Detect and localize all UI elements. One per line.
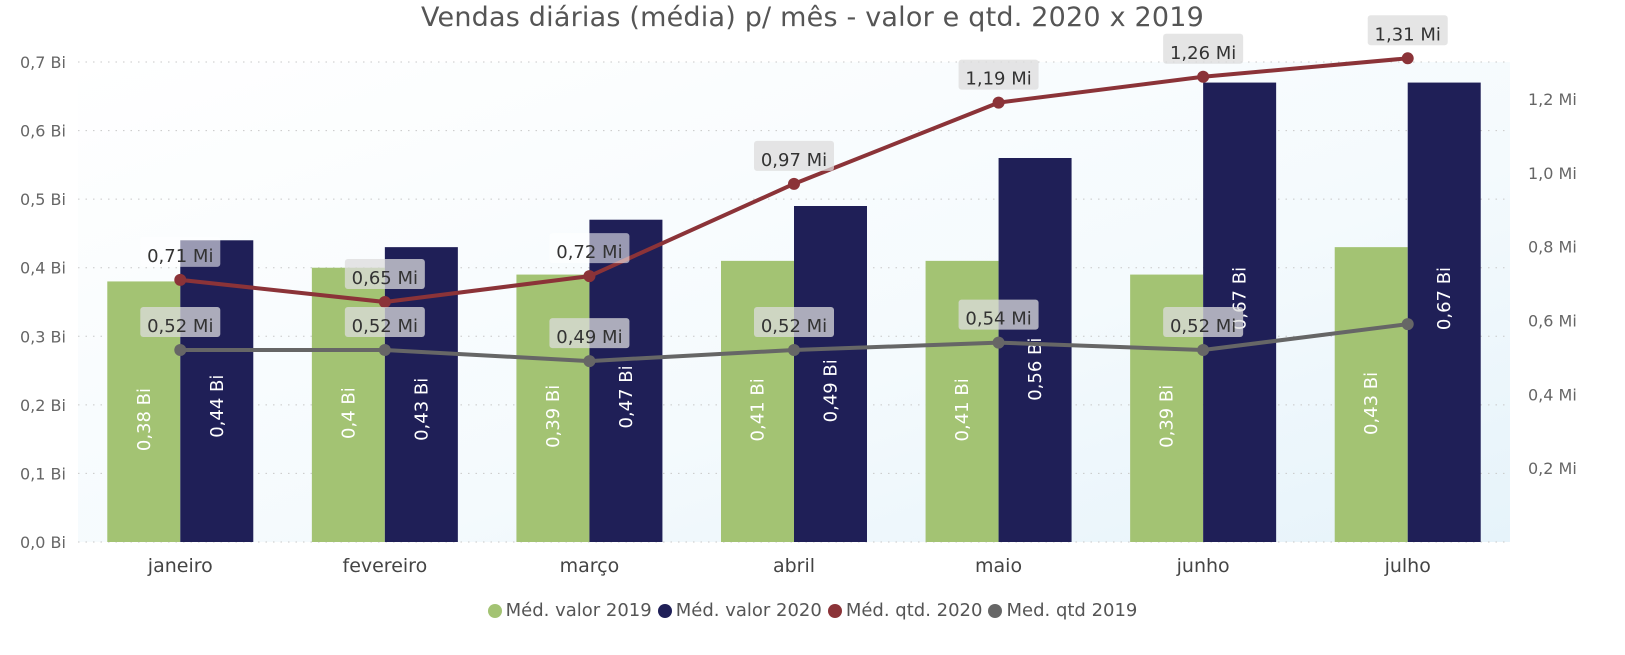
line-point — [788, 177, 800, 190]
line-data-label: 0,72 Mi — [556, 242, 622, 263]
line-data-label: 0,97 Mi — [761, 150, 827, 171]
line-point — [583, 355, 596, 368]
line-label-box — [344, 307, 425, 337]
x-tick-label: março — [560, 555, 620, 577]
y-left-tick-label: 0,2 Bi — [20, 396, 66, 415]
y-left-tick-label: 0,1 Bi — [20, 464, 66, 483]
line-point — [174, 273, 187, 286]
legend-item-valor-2020[interactable]: Méd. valor 2020 — [657, 600, 822, 621]
line-data-label: 1,26 Mi — [1170, 43, 1236, 64]
line-label-box — [754, 140, 834, 171]
bar-valor-2020 — [589, 219, 663, 542]
line-label-box — [549, 233, 630, 264]
legend-item-qtd-2019[interactable]: Med. qtd 2019 — [988, 600, 1137, 621]
legend-marker-valor-2019 — [487, 603, 502, 618]
line-label-box — [549, 318, 630, 349]
bar-data-label: 0,43 Bi — [411, 378, 432, 441]
legend-marker-qtd-2019 — [988, 603, 1003, 618]
line-point — [992, 336, 1005, 349]
line-data-label: 1,31 Mi — [1375, 24, 1441, 45]
line-point — [378, 344, 391, 356]
y-right-tick-label: 0,8 Mi — [1528, 238, 1577, 257]
y-right-tick-label: 1,2 Mi — [1528, 90, 1577, 109]
bar-data-label: 0,39 Bi — [1157, 385, 1178, 448]
line-point — [1401, 52, 1414, 65]
line-label-box — [1163, 307, 1244, 337]
line-label-box — [140, 307, 221, 337]
bar-valor-2020 — [794, 206, 867, 542]
line-label-box — [140, 236, 221, 267]
line-data-label: 0,52 Mi — [761, 316, 827, 337]
line-point — [992, 96, 1005, 109]
x-tick-label: maio — [975, 555, 1022, 577]
bar-data-label: 0,56 Bi — [1025, 338, 1046, 401]
y-left-tick-label: 0,0 Bi — [20, 533, 66, 552]
line-point — [1197, 70, 1210, 83]
chart-title: Vendas diárias (média) p/ mês - valor e … — [420, 2, 1205, 33]
legend-label-valor-2020: Méd. valor 2020 — [675, 600, 822, 621]
line-label-box — [1367, 15, 1448, 46]
legend-marker-valor-2020 — [657, 603, 672, 618]
bar-data-label: 0,41 Bi — [952, 378, 973, 441]
bar-data-label: 0,44 Bi — [207, 375, 228, 438]
legend-marker-qtd-2020 — [827, 603, 842, 618]
line-point — [788, 344, 800, 356]
x-tick-label: janeiro — [147, 555, 213, 577]
bar-valor-2019 — [1334, 247, 1408, 542]
bar-valor-2020 — [998, 158, 1072, 542]
bar-data-label: 0,49 Bi — [821, 359, 842, 422]
bar-data-label: 0,43 Bi — [1361, 372, 1382, 435]
line-point — [1401, 318, 1414, 331]
line-label-box — [344, 259, 425, 289]
y-right-tick-label: 1,0 Mi — [1528, 164, 1577, 183]
bar-data-label: 0,67 Bi — [1434, 267, 1455, 330]
legend: Méd. valor 2019 Méd. valor 2020 Méd. qtd… — [0, 600, 1625, 621]
line-data-label: 0,52 Mi — [1170, 316, 1236, 337]
bar-valor-2020 — [1407, 82, 1481, 543]
line-data-label: 0,52 Mi — [352, 316, 418, 337]
line-data-label: 0,71 Mi — [147, 246, 213, 267]
line-point — [174, 344, 187, 356]
line-point — [378, 296, 391, 308]
legend-label-qtd-2020: Méd. qtd. 2020 — [845, 600, 983, 621]
bar-data-label: 0,47 Bi — [616, 365, 637, 428]
y-left-tick-label: 0,4 Bi — [20, 259, 66, 278]
legend-item-qtd-2020[interactable]: Méd. qtd. 2020 — [827, 600, 983, 621]
legend-label-qtd-2019: Med. qtd 2019 — [1006, 600, 1138, 621]
line-data-label: 0,54 Mi — [965, 309, 1031, 330]
line-data-label: 1,19 Mi — [965, 69, 1031, 90]
line-data-label: 0,65 Mi — [352, 268, 418, 289]
x-tick-label: julho — [1384, 555, 1431, 577]
bar-data-label: 0,41 Bi — [748, 378, 769, 441]
y-left-tick-label: 0,6 Bi — [20, 122, 66, 141]
bar-data-label: 0,4 Bi — [338, 387, 359, 439]
bar-data-label: 0,39 Bi — [543, 385, 564, 448]
line-data-label: 0,52 Mi — [147, 316, 213, 337]
y-left-tick-label: 0,5 Bi — [20, 190, 66, 209]
line-label-box — [958, 299, 1039, 330]
bar-data-label: 0,38 Bi — [134, 388, 155, 451]
legend-item-valor-2019[interactable]: Méd. valor 2019 — [487, 600, 652, 621]
line-label-box — [958, 59, 1039, 90]
x-tick-label: abril — [773, 555, 815, 577]
y-right-tick-label: 0,4 Mi — [1528, 385, 1577, 404]
line-point — [583, 270, 596, 283]
y-left-tick-label: 0,7 Bi — [20, 53, 66, 72]
line-point — [1197, 344, 1210, 356]
legend-label-valor-2019: Méd. valor 2019 — [505, 600, 652, 621]
y-right-tick-label: 0,2 Mi — [1528, 459, 1577, 478]
line-data-label: 0,49 Mi — [556, 327, 622, 348]
y-left-tick-label: 0,3 Bi — [20, 327, 66, 346]
line-label-box — [1163, 33, 1244, 64]
x-tick-label: junho — [1176, 555, 1230, 577]
x-tick-label: fevereiro — [343, 555, 428, 577]
y-right-tick-label: 0,6 Mi — [1528, 311, 1577, 330]
line-label-box — [754, 307, 834, 337]
bar-valor-2020 — [180, 240, 254, 543]
